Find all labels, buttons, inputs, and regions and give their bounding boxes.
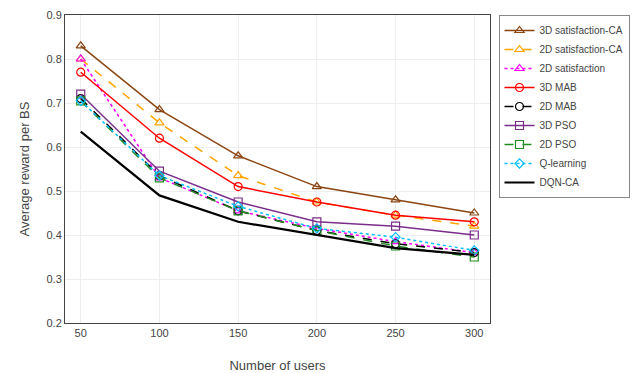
svg-text:250: 250 (386, 327, 404, 339)
svg-text:Average reward per BS: Average reward per BS (17, 101, 32, 236)
svg-text:DQN-CA: DQN-CA (540, 177, 580, 188)
svg-text:0.9: 0.9 (47, 9, 62, 21)
svg-text:0.8: 0.8 (47, 53, 62, 65)
svg-text:150: 150 (229, 327, 247, 339)
svg-text:3D PSO: 3D PSO (540, 120, 577, 131)
svg-text:2D satisfaction: 2D satisfaction (540, 63, 606, 74)
svg-text:0.4: 0.4 (47, 229, 62, 241)
svg-text:2D PSO: 2D PSO (540, 139, 577, 150)
svg-text:Number of users: Number of users (229, 358, 326, 373)
svg-text:0.5: 0.5 (47, 185, 62, 197)
svg-text:Q-learning: Q-learning (540, 158, 587, 169)
svg-text:0.7: 0.7 (47, 97, 62, 109)
svg-text:0.2: 0.2 (47, 317, 62, 329)
svg-text:100: 100 (150, 327, 168, 339)
svg-text:50: 50 (75, 327, 87, 339)
svg-text:2D MAB: 2D MAB (540, 101, 578, 112)
svg-text:0.3: 0.3 (47, 273, 62, 285)
svg-text:2D satisfaction-CA: 2D satisfaction-CA (540, 44, 623, 55)
svg-text:200: 200 (308, 327, 326, 339)
svg-text:3D satisfaction-CA: 3D satisfaction-CA (540, 25, 623, 36)
svg-text:3D MAB: 3D MAB (540, 82, 578, 93)
svg-text:300: 300 (465, 327, 483, 339)
svg-text:0.6: 0.6 (47, 141, 62, 153)
